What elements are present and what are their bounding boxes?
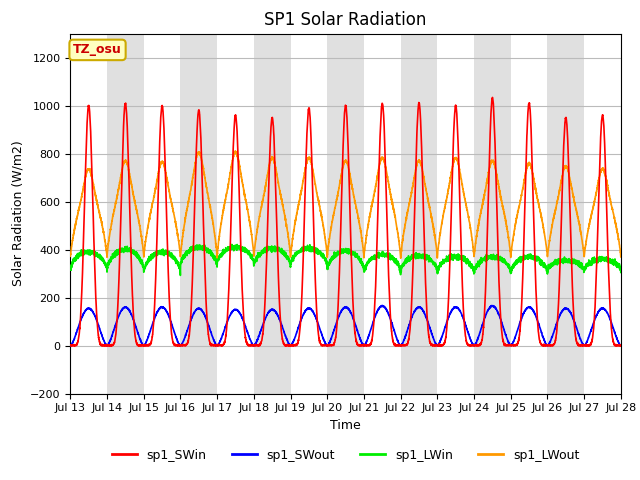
sp1_LWout bbox=[500, 210, 508, 216]
sp1_LWout bbox=[616, 249, 624, 255]
Bar bbox=[144, 34, 180, 394]
Bar bbox=[217, 34, 254, 394]
sp1_SWin bbox=[67, 343, 74, 348]
Bar bbox=[584, 34, 621, 394]
sp1_SWout bbox=[617, 343, 625, 348]
sp1_LWin bbox=[166, 249, 173, 254]
sp1_SWin bbox=[616, 342, 624, 348]
sp1_LWin bbox=[228, 241, 236, 247]
sp1_SWin bbox=[469, 343, 477, 348]
sp1_LWout bbox=[617, 254, 625, 260]
sp1_SWin bbox=[617, 343, 625, 348]
sp1_LWout bbox=[439, 216, 447, 222]
sp1_SWout bbox=[166, 314, 173, 320]
Bar bbox=[107, 34, 144, 394]
Legend: sp1_SWin, sp1_SWout, sp1_LWin, sp1_LWout: sp1_SWin, sp1_SWout, sp1_LWin, sp1_LWout bbox=[107, 444, 584, 467]
sp1_SWout bbox=[67, 343, 74, 348]
sp1_LWout bbox=[469, 244, 477, 250]
Bar bbox=[474, 34, 511, 394]
Line: sp1_SWin: sp1_SWin bbox=[70, 97, 621, 346]
Bar bbox=[364, 34, 401, 394]
X-axis label: Time: Time bbox=[330, 419, 361, 432]
sp1_SWout bbox=[469, 342, 477, 348]
sp1_SWout bbox=[616, 343, 624, 348]
sp1_LWin bbox=[177, 273, 184, 278]
Bar bbox=[437, 34, 474, 394]
sp1_LWin bbox=[469, 267, 477, 273]
sp1_SWin bbox=[500, 343, 508, 348]
sp1_SWout bbox=[378, 302, 386, 308]
sp1_LWin bbox=[616, 266, 624, 272]
Bar bbox=[180, 34, 217, 394]
Line: sp1_LWout: sp1_LWout bbox=[70, 151, 621, 258]
sp1_SWin bbox=[325, 342, 333, 348]
Line: sp1_LWin: sp1_LWin bbox=[70, 244, 621, 276]
Y-axis label: Solar Radiation (W/m2): Solar Radiation (W/m2) bbox=[12, 141, 24, 287]
sp1_LWin bbox=[67, 267, 74, 273]
sp1_SWin bbox=[488, 95, 496, 100]
Bar bbox=[547, 34, 584, 394]
sp1_SWout bbox=[500, 327, 508, 333]
sp1_SWin bbox=[67, 343, 74, 348]
Text: TZ_osu: TZ_osu bbox=[73, 43, 122, 56]
sp1_LWin bbox=[325, 261, 333, 266]
Bar bbox=[70, 34, 107, 394]
Bar bbox=[511, 34, 547, 394]
Title: SP1 Solar Radiation: SP1 Solar Radiation bbox=[264, 11, 427, 29]
sp1_LWout bbox=[67, 253, 74, 259]
Line: sp1_SWout: sp1_SWout bbox=[70, 305, 621, 346]
sp1_LWout bbox=[232, 148, 239, 154]
sp1_SWout bbox=[325, 341, 333, 347]
sp1_LWin bbox=[439, 261, 447, 267]
Bar bbox=[291, 34, 327, 394]
sp1_SWin bbox=[438, 343, 446, 348]
Bar bbox=[401, 34, 437, 394]
sp1_SWin bbox=[166, 299, 173, 305]
sp1_SWout bbox=[438, 332, 446, 338]
Bar bbox=[254, 34, 291, 394]
Bar bbox=[327, 34, 364, 394]
sp1_LWin bbox=[500, 259, 508, 265]
sp1_LWout bbox=[325, 237, 333, 243]
sp1_LWout bbox=[397, 255, 404, 261]
sp1_LWout bbox=[166, 189, 173, 195]
sp1_LWin bbox=[617, 270, 625, 276]
